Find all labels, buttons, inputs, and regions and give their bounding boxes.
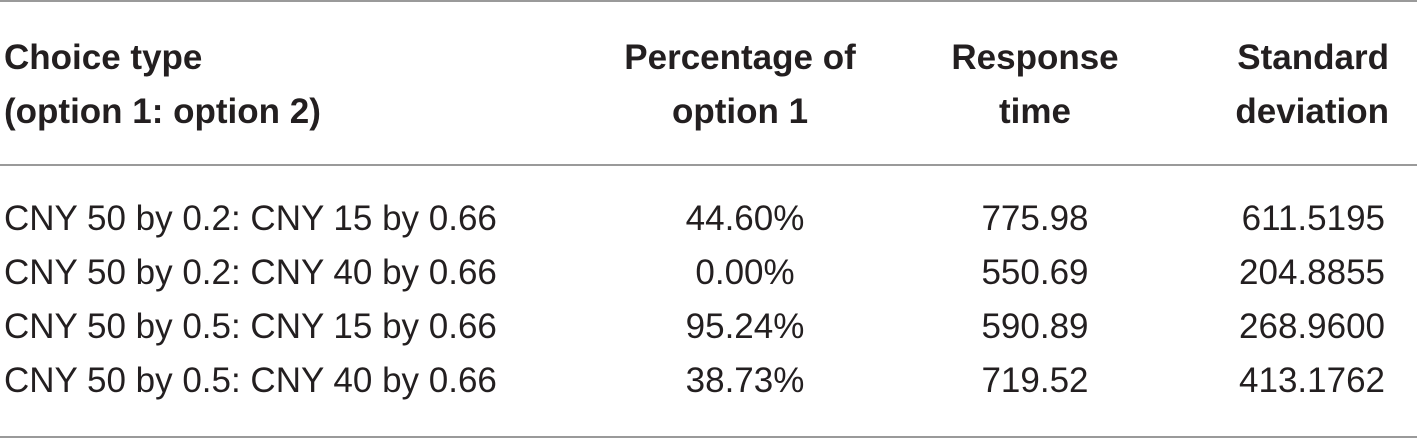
cell-std-dev: 204.8855 <box>1239 253 1385 292</box>
header-choice-type-line1: Choice type <box>4 38 203 77</box>
header-response-time-line2: time <box>999 92 1071 131</box>
table-body: CNY 50 by 0.2: CNY 15 by 0.66 44.60% 775… <box>0 165 1417 437</box>
cell-response-time: 590.89 <box>981 307 1089 346</box>
table-row: CNY 50 by 0.5: CNY 40 by 0.66 38.73% 719… <box>0 354 1417 437</box>
cell-percentage: 95.24% <box>685 307 805 346</box>
header-response-time: Response time <box>910 1 1160 165</box>
table-header: Choice type (option 1: option 2) Percent… <box>0 1 1417 165</box>
cell-response-time: 775.98 <box>981 199 1089 238</box>
cell-std-dev: 611.5195 <box>1241 199 1385 238</box>
header-standard-deviation: Standard deviation <box>1160 1 1417 165</box>
cell-response-time: 550.69 <box>981 253 1089 292</box>
cell-std-dev: 413.1762 <box>1239 361 1385 400</box>
header-percentage-line2: option 1 <box>671 92 809 131</box>
cell-choice: CNY 50 by 0.5: CNY 15 by 0.66 <box>4 307 497 346</box>
cell-percentage: 0.00% <box>695 253 795 292</box>
cell-choice: CNY 50 by 0.2: CNY 15 by 0.66 <box>4 199 497 238</box>
header-standard-deviation-line2: deviation <box>1235 92 1389 131</box>
table-row: CNY 50 by 0.5: CNY 15 by 0.66 95.24% 590… <box>0 300 1417 354</box>
header-choice-type-line2: (option 1: option 2) <box>4 92 321 131</box>
header-response-time-line1: Response <box>951 38 1119 77</box>
cell-std-dev: 268.9600 <box>1239 307 1385 346</box>
header-choice-type: Choice type (option 1: option 2) <box>0 1 570 165</box>
header-percentage: Percentage of option 1 <box>570 1 910 165</box>
header-standard-deviation-line1: Standard <box>1237 38 1389 77</box>
header-percentage-line1: Percentage of <box>624 38 856 77</box>
table-row: CNY 50 by 0.2: CNY 40 by 0.66 0.00% 550.… <box>0 246 1417 300</box>
cell-choice: CNY 50 by 0.5: CNY 40 by 0.66 <box>4 361 497 400</box>
table-row: CNY 50 by 0.2: CNY 15 by 0.66 44.60% 775… <box>0 165 1417 246</box>
cell-percentage: 38.73% <box>685 361 805 400</box>
cell-response-time: 719.52 <box>981 361 1089 400</box>
cell-choice: CNY 50 by 0.2: CNY 40 by 0.66 <box>4 253 497 292</box>
header-row: Choice type (option 1: option 2) Percent… <box>0 1 1417 165</box>
cell-percentage: 44.60% <box>685 199 805 238</box>
